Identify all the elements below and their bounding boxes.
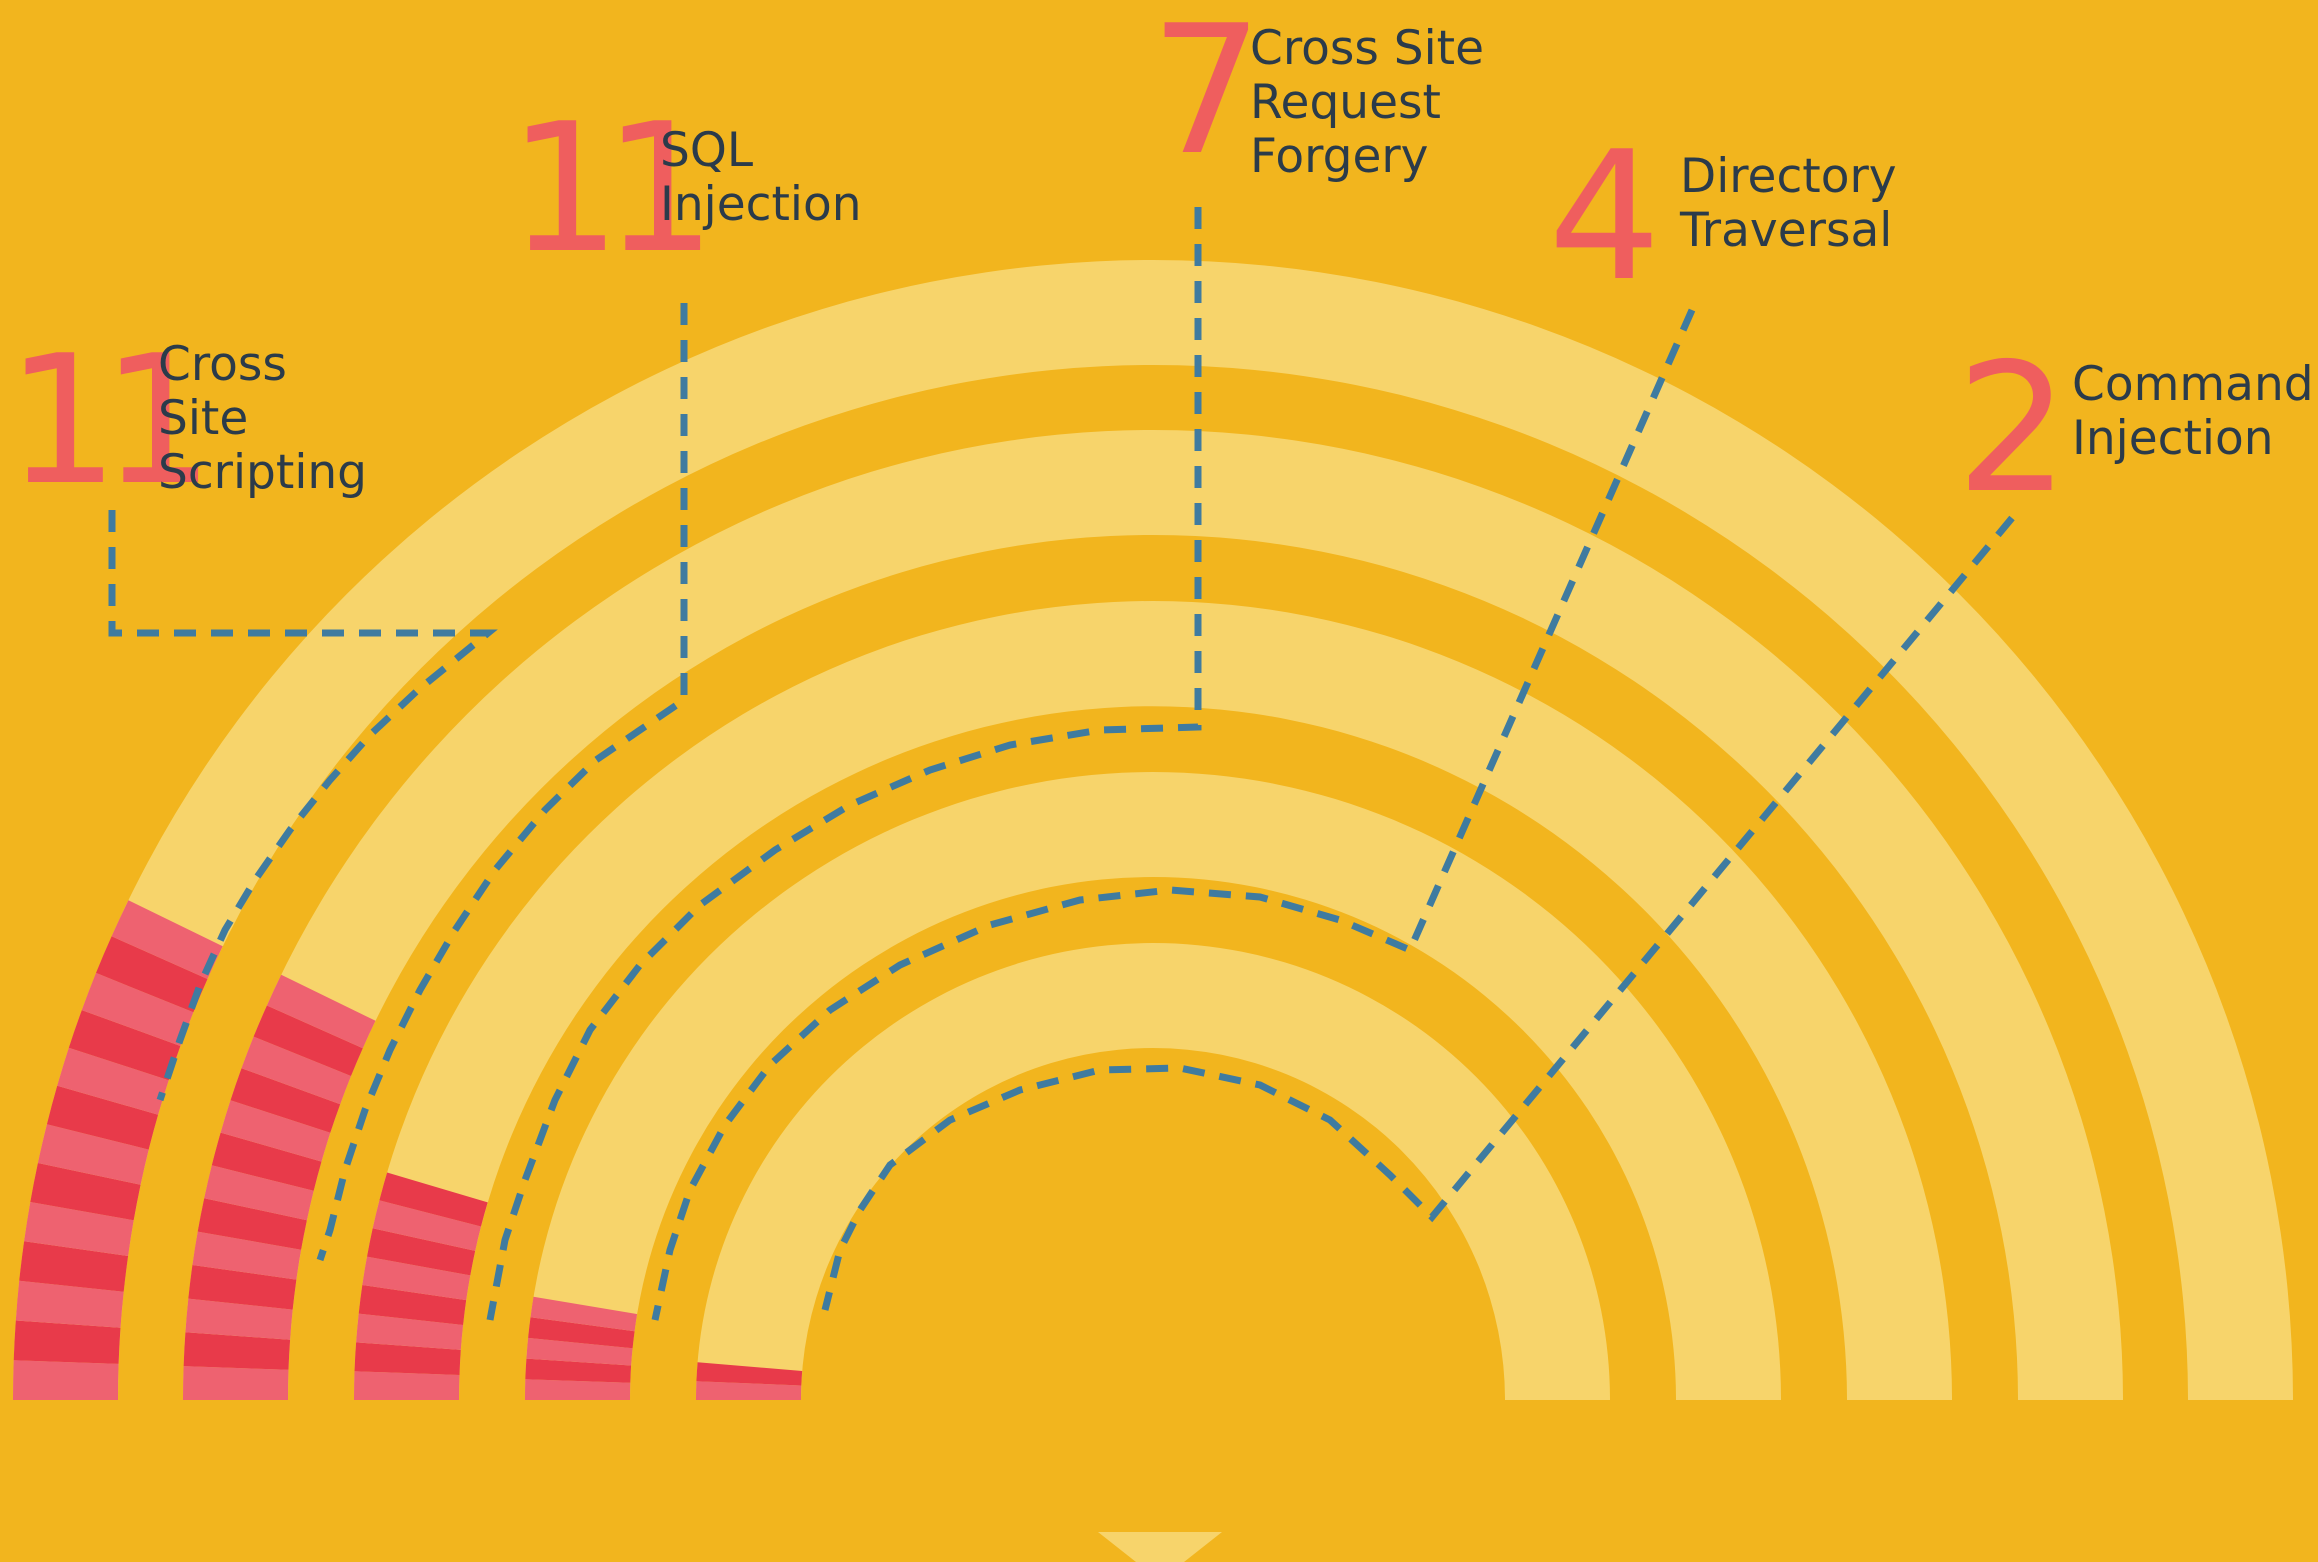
category-name-line: SQL xyxy=(660,123,753,178)
leader-lines xyxy=(108,207,2015,1321)
category-count: 7 xyxy=(1150,0,1249,194)
category-name-line: Request xyxy=(1250,75,1441,130)
category-name-line: Scripting xyxy=(158,445,367,500)
arc-fill-stripe xyxy=(111,900,223,979)
arc-fill-2 xyxy=(183,974,376,1400)
arc-fill-stripe xyxy=(188,1265,297,1310)
arc-fill-stripe xyxy=(356,1313,464,1350)
category-name-line: Site xyxy=(158,391,248,446)
arc-fill-1 xyxy=(13,900,223,1400)
arc-fill-stripe xyxy=(81,972,194,1046)
arc-fill-stripe xyxy=(192,1231,302,1280)
arc-fill-stripe xyxy=(367,1228,476,1276)
arc-tracks xyxy=(13,260,2293,1400)
arc-fill-stripe xyxy=(525,1358,632,1383)
arc-fill-stripe xyxy=(13,1320,121,1364)
arc-fill-3 xyxy=(353,1172,488,1400)
arc-fill-stripe xyxy=(362,1256,471,1301)
category-name-line: Cross Site xyxy=(1250,21,1484,76)
leader-line-2 xyxy=(316,303,688,1262)
arc-fill-stripe xyxy=(183,1332,291,1370)
arc-fill-stripe xyxy=(358,1285,467,1325)
arc-fill-stripe xyxy=(30,1163,141,1221)
arc-fill-stripe xyxy=(354,1342,461,1375)
category-name-line: Forgery xyxy=(1250,129,1429,184)
arc-fill-stripe xyxy=(379,1172,488,1227)
category-count: 11 xyxy=(508,85,700,292)
arc-fill-stripe xyxy=(204,1165,314,1221)
arc-fill-stripe xyxy=(528,1317,635,1349)
arc-fill-stripe xyxy=(353,1371,460,1400)
category-count: 11 xyxy=(6,317,198,524)
arc-fill-stripe xyxy=(185,1298,293,1340)
leader-line-1 xyxy=(108,510,498,1102)
arc-fill-stripe xyxy=(15,1280,124,1328)
arc-fill-stripe xyxy=(211,1132,322,1191)
category-name-line: Directory xyxy=(1680,149,1897,204)
arc-fill-stripe xyxy=(57,1047,169,1115)
down-arrow-icon xyxy=(1098,1532,1222,1562)
category-count: 2 xyxy=(1956,325,2052,532)
arc-fill-5 xyxy=(696,1362,803,1400)
arc-fill-stripe xyxy=(530,1296,638,1332)
arc-fill-stripe xyxy=(183,1366,289,1400)
arc-fill-stripe xyxy=(37,1124,149,1185)
arc-track-5 xyxy=(696,943,1610,1400)
category-name-line: Traversal xyxy=(1679,203,1892,258)
arc-fill-stripe xyxy=(230,1068,341,1133)
arc-track-2 xyxy=(183,430,2123,1400)
arc-fill-stripe xyxy=(96,936,208,1013)
arc-fill-stripe xyxy=(524,1379,631,1400)
arc-fill-stripe xyxy=(526,1337,633,1366)
category-count: 4 xyxy=(1548,113,1652,320)
arc-track-3 xyxy=(354,601,1952,1400)
arc-fill-stripe xyxy=(241,1036,351,1105)
arc-fills xyxy=(13,900,803,1400)
arc-fill-stripe xyxy=(696,1381,802,1400)
arc-fill-stripe xyxy=(68,1010,181,1081)
arc-fill-stripe xyxy=(372,1200,481,1251)
category-name-line: Injection xyxy=(660,177,862,232)
leader-line-5 xyxy=(821,515,2015,1311)
arc-fill-stripe xyxy=(220,1100,331,1162)
category-name-line: Command xyxy=(2072,357,2314,412)
arc-fill-stripe xyxy=(24,1202,134,1256)
leader-line-4 xyxy=(651,308,1696,1321)
arc-fill-stripe xyxy=(253,1005,363,1076)
category-name-line: Injection xyxy=(2072,411,2274,466)
arc-fill-stripe xyxy=(19,1241,129,1292)
category-name-line: Cross xyxy=(158,337,287,392)
arc-fill-stripe xyxy=(696,1362,803,1386)
arc-fill-stripe xyxy=(13,1360,119,1400)
arc-fill-4 xyxy=(524,1296,638,1400)
arc-fill-stripe xyxy=(266,974,376,1049)
leader-line-3 xyxy=(486,207,1202,1321)
arc-fill-stripe xyxy=(46,1085,159,1150)
arc-fill-stripe xyxy=(197,1198,307,1250)
arc-track-4 xyxy=(525,772,1781,1400)
